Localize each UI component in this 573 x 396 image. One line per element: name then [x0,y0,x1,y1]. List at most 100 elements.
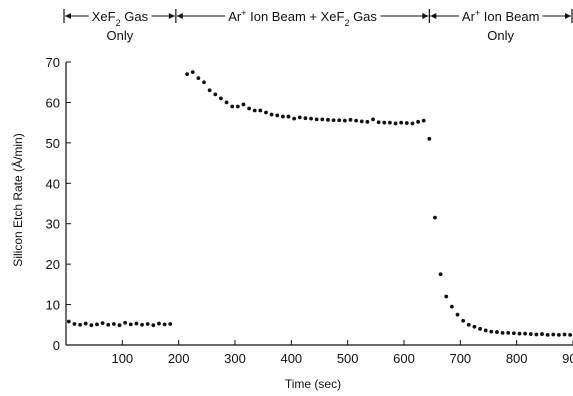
data-point [410,121,415,126]
data-point [303,116,308,121]
data-point [545,332,550,337]
region-arrow-head [168,13,175,19]
data-point [376,120,381,125]
x-tick-label: 300 [224,351,246,366]
data-point [140,322,144,327]
data-point [309,116,313,121]
data-point [264,110,268,115]
x-tick-label: 700 [449,351,471,366]
data-point [207,88,212,93]
region-sublabel: Only [487,28,514,43]
y-axis-label: Silicon Etch Rate (Å/min) [10,133,25,266]
region-arrow-head [430,13,437,19]
data-point [219,96,223,101]
y-tick-label: 10 [46,298,60,313]
data-point [241,102,246,107]
data-point [235,104,240,109]
data-point [517,331,522,336]
data-point [117,323,122,328]
data-point [371,117,375,122]
data-point [568,332,573,337]
data-point [523,331,528,336]
y-tick-label: 50 [46,136,60,151]
region-arrow-head [65,13,71,19]
data-point [483,328,488,333]
data-point [382,120,387,125]
data-point [168,322,173,326]
data-point [399,120,404,125]
data-point [455,312,460,317]
x-tick-label: 600 [393,351,415,366]
data-point [128,322,133,327]
data-point [314,117,319,122]
data-point [213,92,218,97]
x-axis-label: Time (sec) [285,377,341,391]
region-arrow-head [422,13,429,19]
y-tick-label: 70 [46,55,60,70]
data-point [466,322,471,327]
data-point [478,326,482,331]
x-tick-label: 400 [280,351,302,366]
data-point [78,322,82,327]
data-point [551,332,556,337]
data-point [506,330,511,335]
data-point [269,112,274,117]
region-label: XeF2 Gas [92,9,149,28]
data-point [275,113,280,118]
data-point [252,108,257,113]
data-point [247,106,251,111]
y-tick-label: 40 [46,176,60,191]
data-point [342,118,347,123]
data-point [540,332,544,336]
data-point [230,104,235,109]
data-point [427,136,432,141]
data-point [151,323,156,328]
data-point [404,121,409,125]
data-point [196,76,201,81]
data-point [528,332,533,336]
x-tick-label: 100 [111,351,133,366]
y-tick-label: 30 [46,217,60,232]
data-point [286,114,291,119]
process-regions: XeF2 Gas Only Ar+ Ion Beam + XeF2 Gas Ar+ I… [63,8,573,43]
data-point [489,329,494,334]
data-point [224,100,229,105]
data-point [359,119,364,124]
data-point [388,120,392,125]
data-point [95,322,99,327]
data-point [162,322,167,327]
data-point [354,118,359,123]
x-tick-label: 200 [168,351,190,366]
y-tick-label: 20 [46,257,60,272]
y-tick-label: 0 [53,338,60,353]
data-point [100,321,105,326]
x-tick-label: 800 [506,351,528,366]
data-point [438,272,443,277]
data-point [444,294,449,299]
region-label: Ar+ Ion Beam + XeF2 Gas [228,8,377,28]
data-point [111,322,116,326]
data-point [511,331,516,336]
data-point [337,118,342,123]
data-point [421,118,426,123]
data-point [185,72,190,77]
data-point [326,117,330,122]
axes: 0 10 20 30 40 50 60 70 100 200 300 400 500 600 700 800 9… [46,55,573,366]
region-label: Ar+ Ion Beam [462,8,540,24]
data-point [258,108,263,113]
data-point [331,118,336,123]
data-point [416,119,420,124]
data-point [297,115,302,120]
data-points [66,70,573,337]
data-point [495,330,499,334]
data-point [500,330,505,335]
data-point [72,322,77,326]
data-point [557,332,561,337]
data-point [157,321,161,326]
data-point [145,322,150,326]
data-point [134,321,139,326]
data-point [83,321,88,326]
data-point [433,215,437,220]
data-point [89,323,94,328]
